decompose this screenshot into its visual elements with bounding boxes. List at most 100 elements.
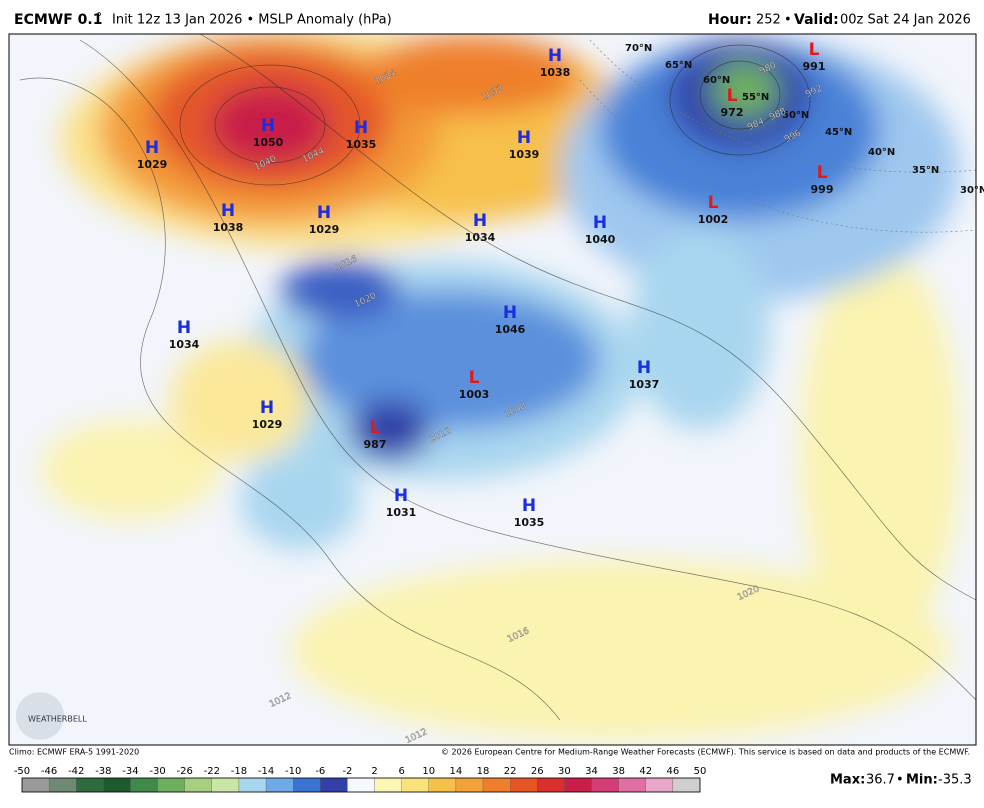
colorbar-tick-label: -22 [204,766,220,777]
pressure-center-letter: H [317,203,331,223]
pressure-center-letter: H [394,486,408,506]
pressure-center-value: 1039 [509,148,540,161]
pressure-center-letter: L [469,368,480,388]
colorbar-frame [21,777,701,793]
colorbar-tick-label: 22 [504,766,517,777]
latitude-label: 50°N [782,110,809,121]
colorbar-swatch [401,777,429,793]
hour-label: Hour: [708,12,752,28]
pressure-center-value: 1035 [346,138,377,151]
pressure-center-letter: L [727,86,738,106]
map [9,34,976,745]
max-value: 36.7 [866,773,895,788]
colorbar-tick-label: -38 [95,766,111,777]
pressure-center-value: 1038 [540,66,571,79]
pressure-center-value: 1040 [585,233,616,246]
colorbar-tick-label: 14 [450,766,463,777]
colorbar-tick-label: -42 [68,766,84,777]
colorbar-swatch [21,777,50,793]
colorbar-tick-label: -14 [258,766,274,777]
colorbar-swatch [347,777,375,793]
climo-note: Climo: ECMWF ERA-5 1991-2020 [9,748,139,757]
run-info: Init 12z 13 Jan 2026 • MSLP Anomaly (hPa… [112,13,392,28]
colorbar-swatch [374,777,402,793]
pressure-center-value: 972 [721,106,744,119]
colorbar-swatch [537,777,565,793]
colorbar-tick-label: -6 [315,766,325,777]
copyright: © 2026 European Centre for Medium-Range … [441,748,970,757]
latitude-label: 65°N [665,60,692,71]
colorbar-swatch [564,777,592,793]
pressure-center-value: 999 [811,183,834,196]
colorbar-tick-label: 2 [371,766,377,777]
pressure-center-letter: H [354,118,368,138]
pressure-center-letter: H [637,358,651,378]
pressure-center-letter: L [370,418,381,438]
colorbar-tick-label: 6 [398,766,404,777]
hour: 252 [756,13,781,28]
colorbar-swatch [48,777,77,793]
colorbar-tick-label: 18 [477,766,490,777]
pressure-center-letter: H [503,303,517,323]
separator: • [896,773,904,788]
colorbar-swatch [76,777,104,793]
pressure-center-value: 1029 [309,223,340,236]
colorbar-tick-label: 50 [694,766,707,777]
pressure-center-value: 1038 [213,221,244,234]
colorbar-swatch [184,777,212,793]
colorbar-swatch [103,777,131,793]
pressure-center-letter: H [221,201,235,221]
latitude-label: 70°N [625,43,652,54]
colorbar-swatch [482,777,511,793]
colorbar-swatch [238,777,267,793]
degree: ° [96,11,102,25]
valid-label: Valid: [794,12,839,28]
pressure-center-value: 1029 [137,158,168,171]
colorbar-swatch [591,777,619,793]
colorbar-swatch [211,777,240,793]
colorbar-swatch [130,777,158,793]
pressure-center-letter: H [261,116,275,136]
latitude-label: 55°N [742,92,769,103]
colorbar-tick-label: 26 [531,766,544,777]
colorbar-swatch [510,777,538,793]
latitude-label: 45°N [825,127,852,138]
latitude-label: 30°N [960,185,984,196]
colorbar-tick-label: -50 [14,766,30,777]
model: ECMWF 0.1 [14,12,102,28]
latitude-label: 35°N [912,165,939,176]
colorbar-swatch [265,777,294,793]
latitude-label: 40°N [868,147,895,158]
pressure-center-value: 1034 [465,231,496,244]
pressure-center-value: 987 [364,438,387,451]
colorbar-tick-label: 46 [667,766,680,777]
colorbar-swatch [428,777,457,793]
colorbar-swatch [672,777,701,793]
pressure-center-value: 1046 [495,323,526,336]
pressure-center-value: 1002 [698,213,729,226]
colorbar-swatch [293,777,321,793]
logo: WEATHERBELL [28,715,87,724]
pressure-center-letter: H [548,46,562,66]
pressure-center-value: 1034 [169,338,200,351]
colorbar-tick-label: -18 [231,766,247,777]
colorbar-tick-label: 42 [639,766,652,777]
colorbar-tick-label: -26 [177,766,193,777]
colorbar-tick-label: 10 [422,766,435,777]
colorbar-swatch [645,777,674,793]
pressure-center-value: 991 [803,60,826,73]
pressure-center-letter: H [177,318,191,338]
colorbar-swatch [455,777,484,793]
pressure-center-letter: H [517,128,531,148]
pressure-center-value: 1003 [459,388,490,401]
pressure-center-letter: L [708,193,719,213]
colorbar-tick-label: -46 [41,766,57,777]
pressure-center-value: 1035 [514,516,545,529]
colorbar-tick-label: -30 [149,766,165,777]
pressure-center-value: 1050 [253,136,284,149]
pressure-center-letter: H [473,211,487,231]
pressure-center-value: 1029 [252,418,283,431]
colorbar-tick-label: -2 [342,766,352,777]
colorbar-swatch [618,777,646,793]
